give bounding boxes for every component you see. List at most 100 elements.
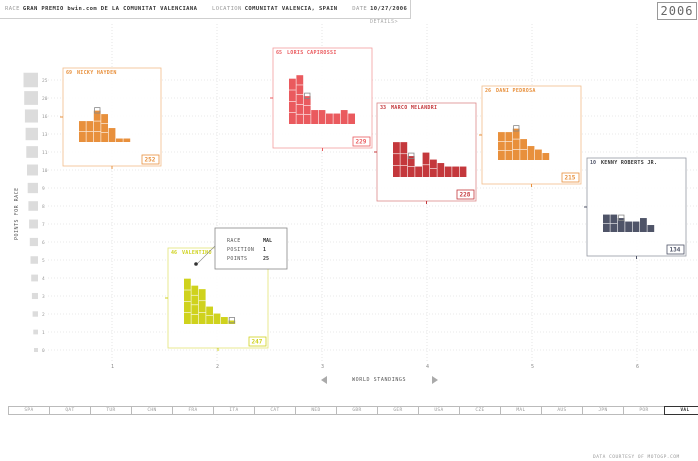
scale-square [24,109,38,123]
y-tick-label: 8 [42,204,45,210]
scale-square [23,72,38,88]
bar[interactable] [535,149,542,160]
prev-arrow-icon[interactable] [321,376,327,384]
y-tick-label: 2 [42,312,45,318]
rider-panel-3[interactable]: 33 MARCO MELANDRI 228 [374,102,477,204]
timeline-race-gbr[interactable]: GBR [336,406,377,415]
rider-panel-frame [272,47,373,149]
timeline-race-chn[interactable]: CHN [131,406,172,415]
scale-square [32,311,38,317]
year-display[interactable]: 2006 [657,2,697,20]
timeline-race-cze[interactable]: CZE [459,406,500,415]
bar[interactable] [647,225,655,232]
timeline-race-qat[interactable]: QAT [49,406,90,415]
timeline-race-fra[interactable]: FRA [172,406,213,415]
bar[interactable] [640,218,647,232]
timeline-race-ned[interactable]: NED [295,406,336,415]
rider-name: MARCO MELANDRI [391,105,437,111]
timeline-race-ita[interactable]: ITA [213,406,254,415]
bar[interactable] [498,132,505,160]
bar[interactable] [340,110,348,124]
bar[interactable] [198,289,206,324]
bar[interactable] [415,166,422,177]
timeline-race-jpn[interactable]: JPN [582,406,623,415]
x-tick-label: 1 [111,364,114,370]
bar[interactable] [108,128,116,142]
timeline-race-tur[interactable]: TUR [90,406,131,415]
bar[interactable] [444,166,452,177]
timeline-race-por[interactable]: POR [623,406,664,415]
tooltip-box [214,227,288,270]
rider-panel-4[interactable]: 26 DANI PEDROSA 215 [479,85,582,187]
next-arrow-icon[interactable] [432,376,438,384]
scale-square [34,348,38,352]
bar[interactable] [221,317,228,324]
bar[interactable] [348,113,355,124]
bar[interactable] [213,313,221,324]
bar[interactable] [437,163,445,177]
timeline-race-aus[interactable]: AUS [541,406,582,415]
y-tick-label: 9 [42,186,45,192]
rider-panel-5[interactable]: 10 KENNY ROBERTS JR. 134 [584,157,687,259]
timeline-race-mal[interactable]: MAL [500,406,541,415]
rider-total: 134 [670,247,681,254]
bar[interactable] [326,113,333,124]
selected-bar-marker [618,214,625,221]
bar[interactable] [527,146,535,160]
rider-name: KENNY ROBERTS JR. [601,160,657,166]
bar[interactable] [452,166,459,177]
timeline-race-cat[interactable]: CAT [254,406,295,415]
race-tooltip: RACE MAL POSITION 1 POINTS 25 [194,227,288,270]
date-value: 10/27/2006 [370,6,408,12]
bar[interactable] [393,142,400,177]
y-tick-label: 11 [42,150,48,156]
bar[interactable] [228,320,236,324]
tooltip-label: POINTS [227,256,247,262]
bar[interactable] [512,128,520,160]
selected-bar-marker [228,317,235,324]
rider-number: 46 [171,250,177,256]
bar[interactable] [617,218,625,232]
rider-panel-frame [62,67,162,167]
timeline-race-usa[interactable]: USA [418,406,459,415]
scale-square [31,292,38,300]
bar[interactable] [93,110,101,142]
rider-total: 229 [356,139,367,146]
rider-number: 26 [485,88,491,94]
x-axis-label: WORLD STANDINGS [352,377,406,383]
date-label: DATE [352,6,368,12]
timeline-race-ger[interactable]: GER [377,406,418,415]
bar[interactable] [296,75,304,124]
scale-square [31,274,38,282]
bar[interactable] [333,113,341,124]
rider-total: 247 [252,339,263,346]
bar[interactable] [116,138,123,142]
rider-panel-0[interactable]: 69 NICKY HAYDEN 252 [60,67,162,169]
location-label: LOCATION [212,6,242,12]
selected-bar-marker [94,107,101,114]
bar[interactable] [303,96,311,124]
rider-panel-frame [481,85,582,185]
details-link[interactable]: DETAILS> [370,19,399,25]
selected-bar-marker [408,152,415,159]
total-box [248,336,267,347]
bar[interactable] [123,138,131,142]
timeline-race-val[interactable]: VAL [664,406,698,415]
bar[interactable] [318,110,326,124]
y-tick-label: 4 [42,276,45,282]
scale-square [24,91,38,105]
bar[interactable] [625,221,632,232]
bar[interactable] [400,142,408,177]
bar[interactable] [505,132,513,160]
bar[interactable] [459,166,467,177]
bar[interactable] [101,114,108,142]
y-tick-label: 20 [42,96,48,102]
scale-square [28,201,38,211]
bar[interactable] [311,110,318,124]
tooltip-dot [194,262,198,266]
race-value: GRAN PREMIO bwin.com DE LA COMUNITAT VAL… [22,6,198,12]
rider-panel-2[interactable]: 65 LORIS CAPIROSSI 229 [270,47,373,151]
bar[interactable] [542,153,550,160]
bar[interactable] [632,221,640,232]
timeline-race-spa[interactable]: SPA [8,406,49,415]
